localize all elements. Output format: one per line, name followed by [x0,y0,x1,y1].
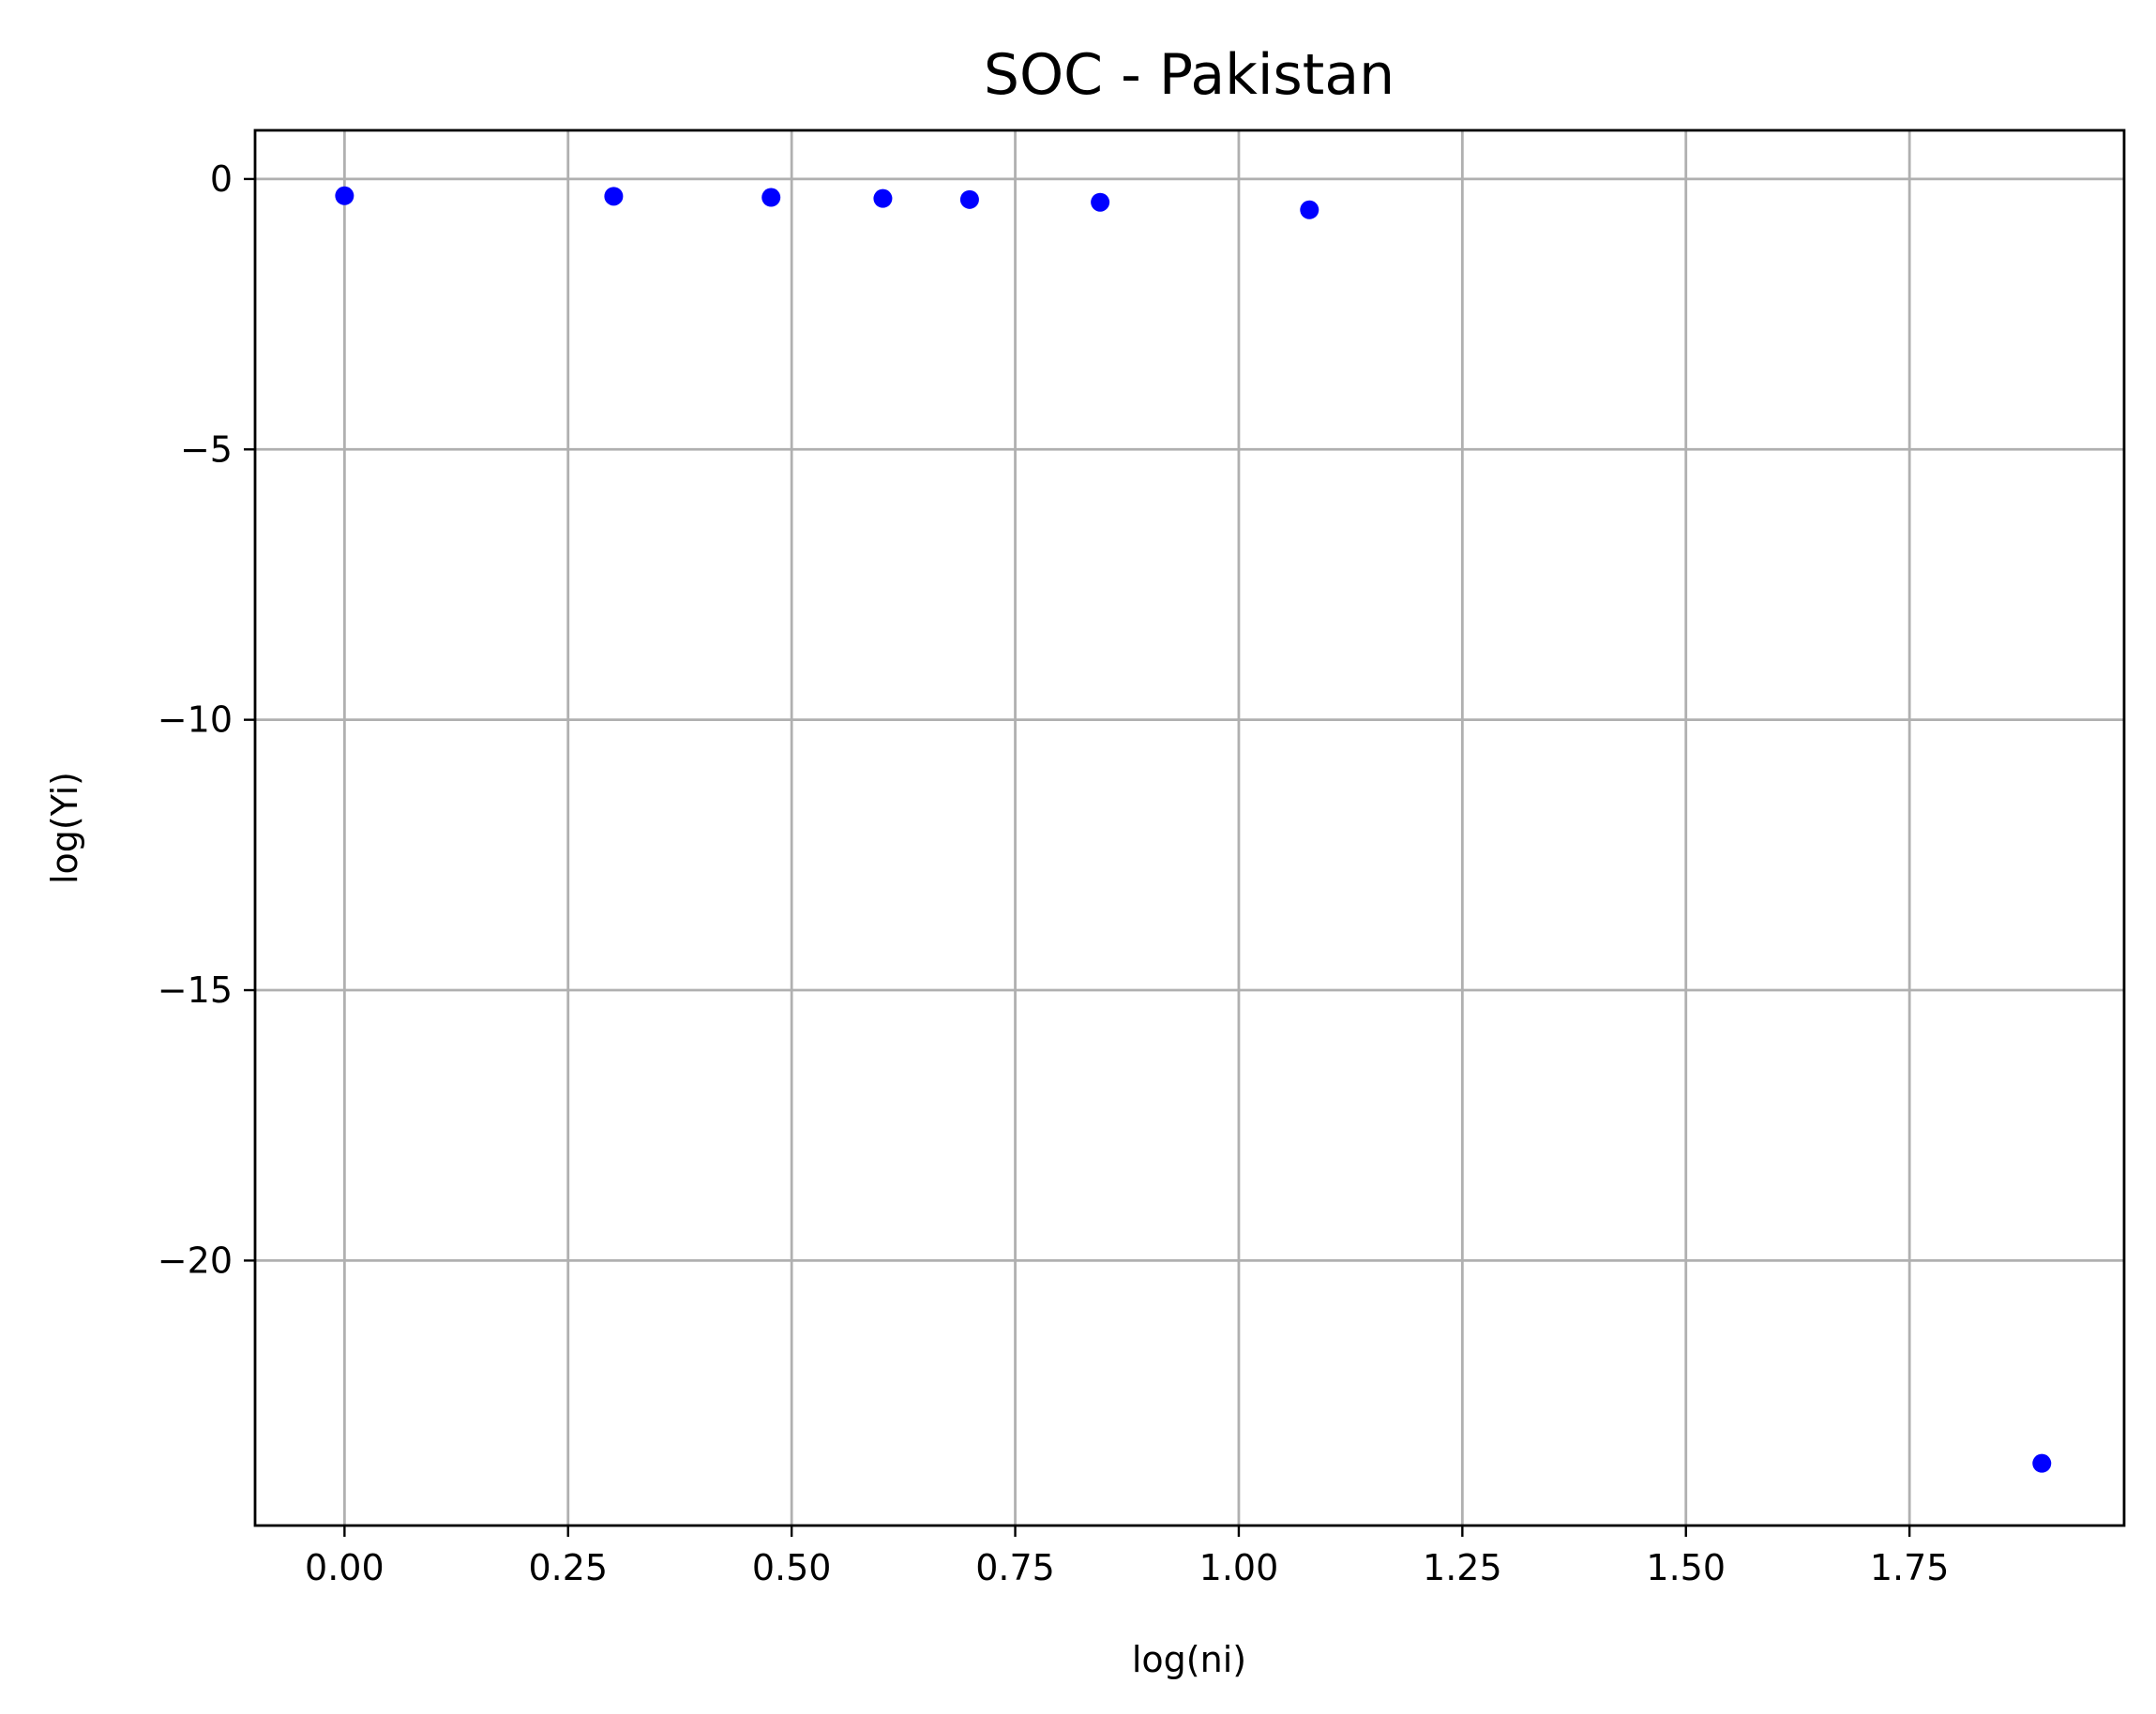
points-layer [335,186,2052,1473]
x-tick-label: 1.75 [1870,1547,1950,1588]
x-tick-label: 1.50 [1646,1547,1726,1588]
x-tick-label: 1.00 [1199,1547,1279,1588]
data-point [873,188,893,208]
x-tick-label: 0.00 [305,1547,384,1588]
y-tick-label: −10 [158,699,233,741]
data-point [1300,200,1319,219]
data-point [959,189,979,209]
y-tick-label: −20 [158,1240,233,1281]
y-tick-label: 0 [210,158,233,200]
grid-layer [255,130,2124,1526]
x-axis-label: log(ni) [1132,1639,1246,1680]
x-tick-label: 0.75 [975,1547,1055,1588]
data-point [604,187,624,206]
data-point [761,188,781,207]
chart-title: SOC - Pakistan [984,42,1395,108]
y-tick-label: −15 [158,970,233,1011]
x-tick-label: 0.25 [528,1547,608,1588]
x-tick-label: 0.50 [752,1547,832,1588]
y-axis-label: log(Yi) [44,772,85,884]
plot-frame [253,128,2126,1527]
ticks-layer: 0.00 0.25 0.50 0.75 1.00 1.25 1.50 1.75 0 −5 −10 −1… [158,158,1950,1588]
x-tick-label: 1.25 [1423,1547,1502,1588]
data-point [335,186,354,205]
y-tick-label: −5 [180,428,233,470]
data-point [1091,192,1110,212]
data-point [2032,1453,2052,1473]
